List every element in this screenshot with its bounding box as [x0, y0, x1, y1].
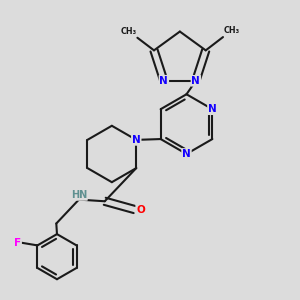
Text: N: N [182, 149, 191, 159]
Text: N: N [132, 135, 141, 145]
Text: CH₃: CH₃ [224, 26, 240, 35]
Text: F: F [14, 238, 21, 248]
Text: N: N [160, 76, 168, 86]
Text: HN: HN [71, 190, 87, 200]
Text: N: N [208, 104, 217, 114]
Text: CH₃: CH₃ [120, 27, 136, 36]
Text: O: O [136, 205, 145, 214]
Text: N: N [191, 76, 200, 86]
